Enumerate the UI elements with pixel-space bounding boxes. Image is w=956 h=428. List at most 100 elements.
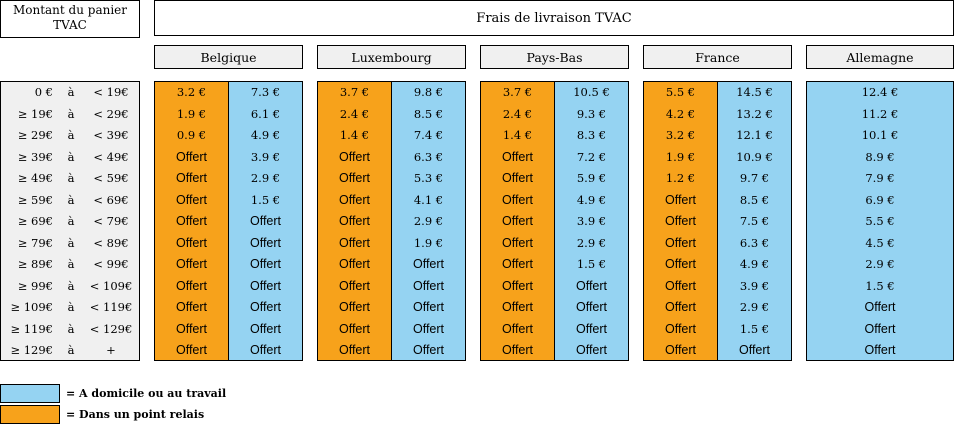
fee-cell: Offert — [501, 278, 534, 293]
fee-cell: 3.7 € — [502, 85, 533, 99]
fee-cell: Offert — [864, 343, 896, 357]
fee-cell: 7.9 € — [865, 171, 895, 185]
range-row: ≥ 109€ à < 119€ — [1, 297, 141, 319]
range-row: ≥ 39€ à < 49€ — [1, 147, 141, 169]
legend-label-domicile: = A domicile ou au travail — [66, 387, 227, 400]
fee-cell: 4.9 € — [250, 128, 281, 142]
fee-cell: Offert — [412, 257, 445, 271]
fee-cell: Offert — [412, 343, 445, 357]
fee-cell: 5.5 € — [865, 214, 895, 228]
fee-cell: Offert — [175, 321, 208, 336]
range-a: à — [67, 192, 75, 207]
fee-cell: 11.2 € — [861, 106, 899, 121]
amount-header: Montant du panier TVAC — [0, 0, 140, 38]
fee-cell: Offert — [664, 300, 697, 314]
fee-cell: 2.9 € — [576, 235, 607, 250]
fee-cell: 3.2 € — [176, 85, 207, 99]
fee-cell: Offert — [338, 149, 371, 164]
fee-cell: 4.9 € — [576, 192, 607, 207]
fee-cell: 13.2 € — [736, 106, 773, 121]
fee-cell: Offert — [501, 214, 534, 228]
fee-cell: 1.5 € — [250, 192, 281, 207]
range-a: à — [67, 343, 75, 357]
range-to: < 129€ — [89, 321, 133, 336]
fee-cell: 2.4 € — [339, 106, 370, 121]
fee-cell: Offert — [738, 343, 771, 357]
fee-cell: 2.9 € — [413, 214, 444, 228]
country-header-france: France — [643, 45, 792, 69]
range-to: < 69€ — [93, 192, 129, 207]
fee-cell: 4.9 € — [739, 257, 770, 271]
column-luxembourg-domicile: 9.8 € 8.5 € 7.4 € 6.3 € 5.3 € 4.1 € 2.9 € 1.9 €… — [391, 81, 466, 361]
fee-cell: Offert — [338, 235, 371, 250]
fee-cell: Offert — [412, 300, 445, 314]
range-a: à — [67, 85, 75, 99]
fee-cell: 0.9 € — [176, 128, 207, 142]
fee-cell: 10.9 € — [736, 149, 773, 164]
range-from: ≥ 119€ — [10, 321, 53, 336]
range-row: ≥ 19€ à < 29€ — [1, 104, 141, 126]
fee-cell: 10.1 € — [861, 128, 899, 142]
range-row: ≥ 129€ à + — [1, 340, 141, 362]
fee-cell: Offert — [864, 300, 896, 314]
fee-cell: Offert — [249, 257, 282, 271]
fee-cell: Offert — [249, 343, 282, 357]
fee-cell: Offert — [412, 278, 445, 293]
range-from: ≥ 29€ — [17, 128, 53, 142]
fee-cell: Offert — [412, 321, 445, 336]
range-a: à — [67, 106, 75, 121]
legend-swatch-domicile — [0, 384, 60, 403]
fee-cell: 7.4 € — [413, 128, 444, 142]
fee-cell: Offert — [175, 149, 208, 164]
fee-cell: Offert — [175, 192, 208, 207]
fee-cell: 6.9 € — [865, 192, 895, 207]
fee-cell: 1.5 € — [865, 278, 895, 293]
fee-cell: 1.9 € — [665, 149, 696, 164]
fee-cell: Offert — [338, 321, 371, 336]
fee-cell: 4.1 € — [413, 192, 444, 207]
fee-cell: 7.3 € — [250, 85, 281, 99]
fee-cell: Offert — [664, 192, 697, 207]
fee-cell: 1.5 € — [739, 321, 770, 336]
fee-cell: 4.2 € — [665, 106, 696, 121]
fee-cell: 7.2 € — [576, 149, 607, 164]
range-to: < 109€ — [89, 278, 133, 293]
column-pays-bas-relais: 3.7 € 2.4 € 1.4 € Offert Offert Offert Offert O… — [480, 81, 555, 361]
fee-cell: Offert — [249, 278, 282, 293]
range-row: ≥ 99€ à < 109€ — [1, 276, 141, 298]
range-from: ≥ 109€ — [10, 300, 53, 314]
fee-cell: Offert — [864, 321, 896, 336]
fee-cell: Offert — [338, 278, 371, 293]
range-from: ≥ 69€ — [17, 214, 53, 228]
fee-cell: Offert — [664, 321, 697, 336]
fee-cell: Offert — [501, 171, 534, 185]
legend-label-relais: = Dans un point relais — [66, 408, 205, 421]
range-row: ≥ 69€ à < 79€ — [1, 211, 141, 233]
fee-cell: Offert — [249, 321, 282, 336]
range-a: à — [67, 128, 75, 142]
range-to: < 49€ — [93, 149, 129, 164]
fee-cell: Offert — [338, 192, 371, 207]
amount-range-column: 0 € à < 19€ ≥ 19€ à < 29€ ≥ 29€ à < 39€ ≥ 39€ à < 4… — [0, 81, 140, 361]
country-header-luxembourg: Luxembourg — [317, 45, 466, 69]
fee-cell: Offert — [249, 214, 282, 228]
range-row: ≥ 89€ à < 99€ — [1, 254, 141, 276]
fee-cell: 8.5 € — [413, 106, 444, 121]
fee-cell: Offert — [338, 214, 371, 228]
fee-cell: Offert — [175, 214, 208, 228]
fee-cell: Offert — [175, 257, 208, 271]
fee-cell: 2.9 € — [250, 171, 281, 185]
fee-cell: 5.9 € — [576, 171, 607, 185]
range-a: à — [67, 321, 75, 336]
fee-cell: Offert — [338, 343, 371, 357]
fee-cell: 3.9 € — [739, 278, 770, 293]
fee-cell: 12.1 € — [736, 128, 773, 142]
fee-cell: 1.5 € — [576, 257, 607, 271]
fee-cell: 14.5 € — [736, 85, 773, 99]
range-from: ≥ 99€ — [17, 278, 53, 293]
fee-cell: 6.1 € — [250, 106, 281, 121]
range-to: < 59€ — [93, 171, 129, 185]
legend-swatch-relais — [0, 405, 60, 424]
range-a: à — [67, 149, 75, 164]
fee-cell: 2.9 € — [865, 257, 895, 271]
